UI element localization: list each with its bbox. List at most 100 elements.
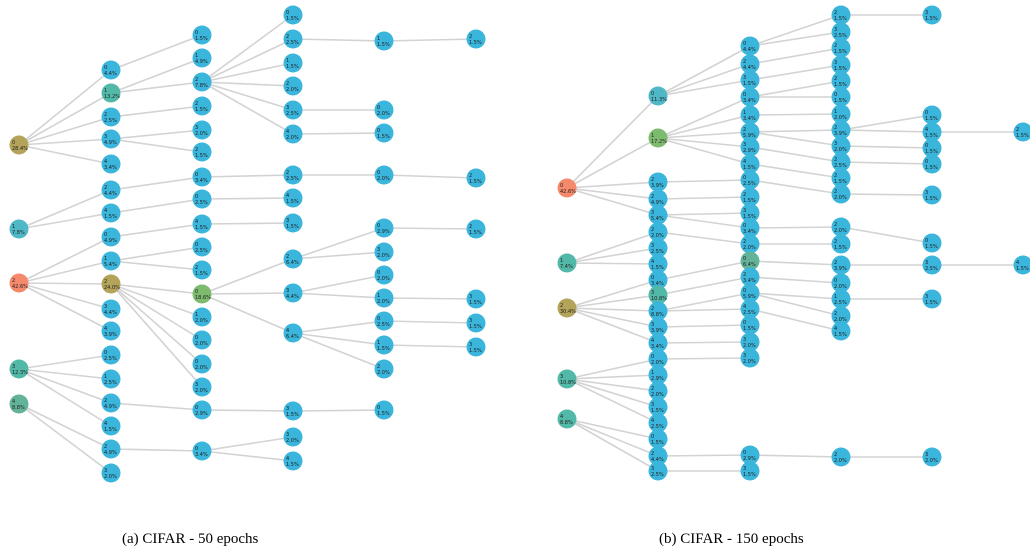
tree-edge <box>201 292 294 295</box>
node-circle <box>466 168 486 188</box>
node-circle <box>831 273 851 293</box>
node-percent-label: 3.4% <box>743 229 756 235</box>
tree-edge <box>110 260 203 271</box>
tree-node: 21.5% <box>831 71 851 91</box>
tree-edge <box>292 409 385 412</box>
node-class-label: 0 <box>377 105 380 111</box>
node-percent-label: 3.9% <box>834 131 847 137</box>
node-class-label: 2 <box>104 185 107 191</box>
tree-edge <box>749 226 842 229</box>
node-class-label: 2 <box>834 239 837 245</box>
tree-edge <box>201 174 294 178</box>
node-percent-label: 2.5% <box>195 248 208 254</box>
node-class-label: 2 <box>286 34 289 40</box>
node-circle <box>922 233 942 253</box>
tree-node: 13.4% <box>740 105 760 125</box>
node-class-label: 0 <box>743 450 746 456</box>
node-percent-label: 2.0% <box>195 388 208 394</box>
node-class-label: 0 <box>925 143 928 149</box>
node-circle <box>740 203 760 223</box>
node-percent-label: 11.3% <box>651 97 667 103</box>
node-circle <box>831 152 851 172</box>
node-percent-label: 2.5% <box>104 118 117 124</box>
node-class-label: 2 <box>651 194 654 200</box>
node-circle <box>740 54 760 74</box>
node-class-label: 2 <box>834 189 837 195</box>
node-circle <box>648 172 668 192</box>
node-circle <box>101 463 121 483</box>
node-circle <box>101 439 121 459</box>
node-circle <box>648 205 668 225</box>
node-class-label: 3 <box>286 105 289 111</box>
node-percent-label: 1.5% <box>377 134 390 140</box>
node-percent-label: 2.5% <box>195 200 208 206</box>
node-class-label: 0 <box>743 223 746 229</box>
tree-node: 31.5% <box>283 213 303 233</box>
node-percent-label: 2.0% <box>925 458 938 464</box>
node-class-label: 0 <box>743 41 746 47</box>
node-circle <box>101 154 121 174</box>
tree-node: 32.5% <box>648 238 668 258</box>
node-class-label: 3 <box>104 304 107 310</box>
node-percent-label: 3.9% <box>651 183 664 189</box>
node-circle <box>101 107 121 127</box>
tree-node: 242.6% <box>9 273 29 293</box>
tree-edge <box>657 292 751 312</box>
node-percent-label: 2.5% <box>743 310 756 316</box>
node-circle <box>740 267 760 287</box>
node-circle <box>831 321 851 341</box>
node-class-label: 2 <box>195 101 198 107</box>
node-percent-label: 3.4% <box>195 452 208 458</box>
tree-node: 03.4% <box>740 87 760 107</box>
node-class-label: 2 <box>195 147 198 153</box>
node-percent-label: 2.5% <box>104 356 117 362</box>
tree-node: 310.8% <box>557 369 577 389</box>
node-percent-label: 1.5% <box>469 230 482 236</box>
node-percent-label: 1.5% <box>377 411 390 417</box>
node-percent-label: 4.9% <box>195 59 208 65</box>
node-class-label: 3 <box>834 141 837 147</box>
node-class-label: 0 <box>651 91 654 97</box>
tree-edge <box>749 146 842 163</box>
tree-node: 31.5% <box>922 185 942 205</box>
tree-edge <box>566 378 659 424</box>
tree-node: 32.5% <box>831 22 851 42</box>
node-class-label: 4 <box>104 159 107 165</box>
tree-edge <box>292 332 385 346</box>
tree-edge <box>110 129 203 140</box>
node-circle <box>648 317 668 337</box>
tree-node: 04.4% <box>740 36 760 56</box>
node-class-label: 1 <box>286 58 289 64</box>
tree-edge <box>383 174 477 179</box>
node-percent-label: 42.6% <box>560 189 576 195</box>
tree-edge <box>201 81 294 87</box>
node-class-label: 0 <box>377 405 380 411</box>
tree-edge <box>18 403 112 450</box>
node-percent-label: 1.5% <box>195 107 208 113</box>
tree-node: 41.5% <box>740 154 760 174</box>
node-class-label: 0 <box>925 238 928 244</box>
tree-node: 41.5% <box>283 188 303 208</box>
tree-edge <box>657 212 751 216</box>
node-class-label: 0 <box>925 110 928 116</box>
node-circle <box>740 299 760 319</box>
tree-node: 42.5% <box>648 413 668 433</box>
node-class-label: 3 <box>469 342 472 348</box>
tree-edge <box>110 223 203 238</box>
tree-edge <box>201 450 294 462</box>
node-circle <box>192 354 212 374</box>
node-class-label: 0 <box>743 175 746 181</box>
tree-node: 22.5% <box>283 165 303 185</box>
tree-node: 22.5% <box>283 29 303 49</box>
node-circle <box>192 237 212 257</box>
tree-node: 04.4% <box>101 60 121 80</box>
node-class-label: 2 <box>195 77 198 83</box>
node-circle <box>740 122 760 142</box>
node-class-label: 2 <box>743 239 746 245</box>
node-circle <box>831 38 851 58</box>
tree-edge <box>201 81 294 135</box>
node-circle <box>374 288 394 308</box>
tree-node: 21.5% <box>831 168 851 188</box>
node-circle <box>740 218 760 238</box>
